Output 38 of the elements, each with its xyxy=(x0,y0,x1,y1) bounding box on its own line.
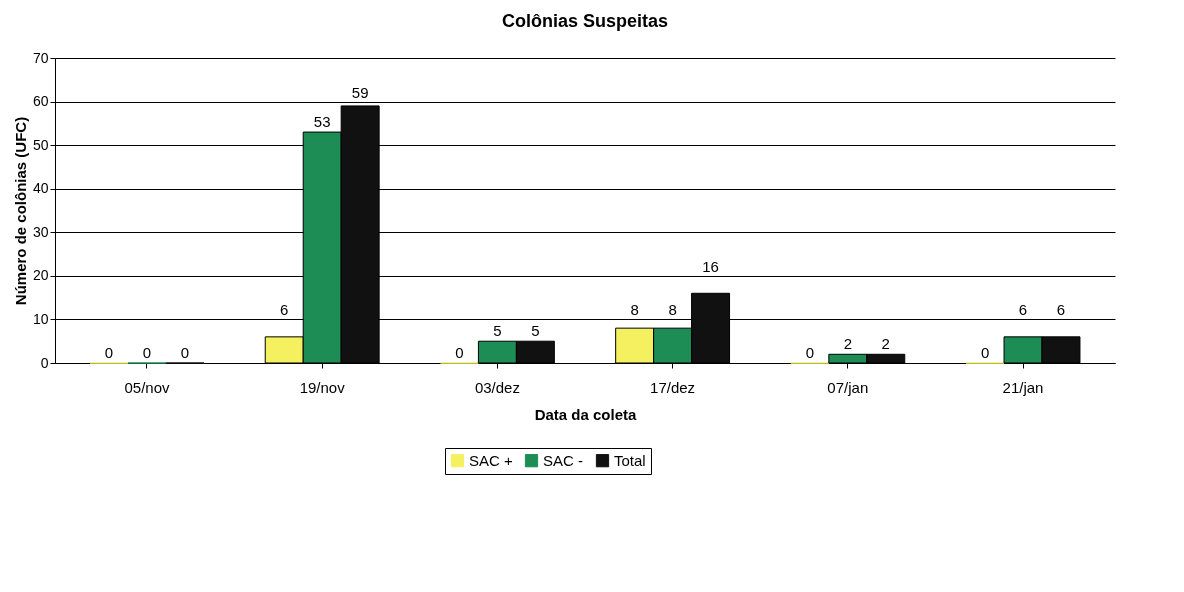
y-tick-label: 10 xyxy=(32,310,49,327)
x-tick-label: 05/nov xyxy=(124,378,170,396)
legend-label: Total xyxy=(614,451,646,469)
data-label: 2 xyxy=(843,335,852,353)
data-label: 53 xyxy=(313,113,331,131)
y-tick-label: 50 xyxy=(32,136,49,153)
data-label: 0 xyxy=(980,344,990,361)
data-label: 59 xyxy=(351,83,369,101)
x-axis-title: Data da coleta xyxy=(534,405,637,423)
x-tick-label: 17/dez xyxy=(650,378,696,396)
y-tick-label: 60 xyxy=(32,93,49,110)
data-label: 6 xyxy=(1056,301,1066,319)
data-label: 5 xyxy=(493,322,502,340)
data-label: 2 xyxy=(881,335,890,353)
data-label: 0 xyxy=(104,344,114,361)
x-tick-label: 03/dez xyxy=(474,378,520,396)
x-tick-label: 19/nov xyxy=(299,378,346,396)
x-tick-label: 07/jan xyxy=(827,378,869,396)
legend-label: SAC + xyxy=(469,451,514,469)
y-axis-title: Número de colônias (UFC) xyxy=(11,116,29,306)
y-tick-label: 40 xyxy=(32,180,49,197)
data-label: 8 xyxy=(630,301,639,319)
data-label: 8 xyxy=(668,301,677,319)
x-tick-label: 21/jan xyxy=(1002,378,1044,396)
data-label: 16 xyxy=(702,257,719,275)
data-label: 0 xyxy=(142,344,152,361)
data-label: 0 xyxy=(805,344,815,361)
y-tick-label: 70 xyxy=(32,49,49,66)
data-label: 0 xyxy=(180,344,190,361)
y-tick-label: 20 xyxy=(32,267,49,284)
data-label: 6 xyxy=(1018,301,1028,319)
y-tick-label: 0 xyxy=(40,354,49,371)
data-label: 0 xyxy=(455,344,464,361)
y-tick-label: 30 xyxy=(32,223,49,240)
data-label: 6 xyxy=(280,301,289,319)
data-label: 5 xyxy=(531,322,540,340)
legend-label: SAC - xyxy=(543,451,584,469)
chart-title: Colônias Suspeitas xyxy=(501,11,669,31)
